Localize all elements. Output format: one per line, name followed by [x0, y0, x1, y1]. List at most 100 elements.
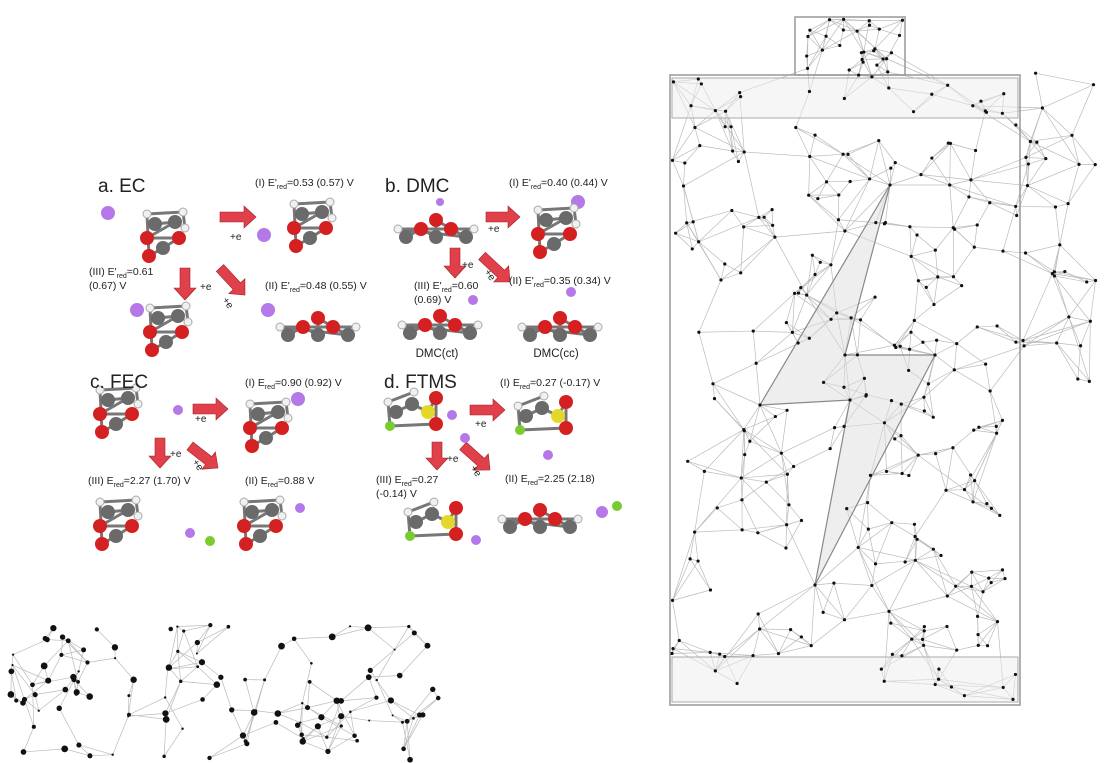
mesh-node [1014, 341, 1017, 344]
mesh-node [901, 19, 904, 22]
mesh-edge [974, 420, 1003, 430]
mesh-edge [1060, 204, 1068, 245]
network-edge [23, 749, 64, 752]
mesh-node [1085, 280, 1088, 283]
mesh-node [825, 180, 828, 183]
mesh-edge [1060, 245, 1096, 281]
mesh-node [913, 523, 916, 526]
label-subscript: red [277, 184, 287, 191]
mesh-edge [950, 180, 971, 185]
mesh-node [1088, 380, 1091, 383]
mesh-node [713, 397, 716, 400]
mesh-edge [717, 508, 742, 530]
mesh-edge [902, 455, 918, 473]
mesh-edge [795, 265, 831, 294]
network-edge [368, 628, 395, 650]
mesh-node [693, 531, 696, 534]
mesh-node [683, 161, 686, 164]
mesh-node [730, 209, 733, 212]
mesh-node [934, 683, 937, 686]
network-node [176, 626, 178, 628]
network-node [436, 696, 441, 701]
network-edge [341, 677, 369, 701]
atom [287, 221, 301, 235]
mesh-edge [672, 160, 684, 163]
mesh-edge [851, 318, 894, 345]
mesh-edge [953, 228, 974, 247]
mesh-edge [914, 281, 918, 321]
mesh-node [692, 220, 695, 223]
mesh-node [686, 460, 689, 463]
lithium-atom [173, 405, 183, 415]
label-prefix: (II) E' [509, 275, 534, 287]
mesh-edge [950, 185, 1016, 206]
network-node [182, 629, 185, 632]
mesh-edge [932, 143, 951, 158]
atom [143, 325, 157, 339]
label-prefix: (III) E' [89, 266, 117, 278]
mesh-node [808, 29, 811, 32]
mesh-edge [923, 340, 937, 342]
atom [539, 213, 553, 227]
mesh-node [910, 638, 913, 641]
network-node [166, 668, 169, 671]
mesh-node [703, 470, 706, 473]
mesh-node [1001, 568, 1004, 571]
atom [385, 421, 395, 431]
mesh-edge [971, 475, 973, 502]
atom [531, 227, 545, 241]
mesh-node [1002, 686, 1005, 689]
lithium-atom [130, 303, 144, 317]
mesh-node [784, 546, 787, 549]
network-node [274, 720, 279, 725]
mesh-edge [809, 182, 827, 195]
mesh-node [1066, 202, 1069, 205]
network-node [176, 650, 179, 653]
network-edge [370, 650, 394, 671]
mesh-edge [911, 332, 923, 342]
atom [284, 414, 292, 422]
mesh-edge [758, 585, 815, 614]
mesh-edge [921, 158, 932, 175]
mesh-node [842, 18, 845, 21]
mesh-edge [676, 223, 687, 233]
network-edge [44, 641, 68, 666]
mesh-edge [1023, 317, 1069, 341]
network-edge [87, 658, 115, 662]
atom [101, 393, 115, 407]
mesh-node [890, 51, 893, 54]
network-edge [300, 717, 321, 722]
network-node [349, 625, 351, 627]
network-node [77, 670, 79, 672]
atom [95, 537, 109, 551]
network-node [8, 691, 15, 698]
network-edge [308, 682, 310, 708]
atom [326, 320, 340, 334]
network-node [127, 713, 131, 717]
atom [146, 304, 154, 312]
atom [470, 225, 478, 233]
mesh-edge [704, 430, 743, 472]
mesh-edge [887, 471, 903, 473]
bond [100, 500, 136, 502]
mesh-node [719, 278, 722, 281]
network-node [325, 749, 330, 754]
atom [553, 328, 567, 342]
mesh-node [843, 97, 846, 100]
mesh-edge [923, 626, 947, 639]
mesh-edge [810, 20, 830, 30]
mesh-node [893, 344, 896, 347]
atom [246, 400, 254, 408]
mesh-edge [926, 287, 934, 304]
mesh-node [1015, 214, 1018, 217]
atom [132, 496, 140, 504]
atom [559, 395, 573, 409]
mesh-edge [1036, 73, 1094, 85]
atom [140, 231, 154, 245]
network-edge [32, 677, 73, 685]
mesh-node [914, 559, 917, 562]
mesh-node [835, 311, 838, 314]
molecule [276, 311, 360, 342]
atom [449, 527, 463, 541]
mesh-edge [744, 225, 773, 227]
